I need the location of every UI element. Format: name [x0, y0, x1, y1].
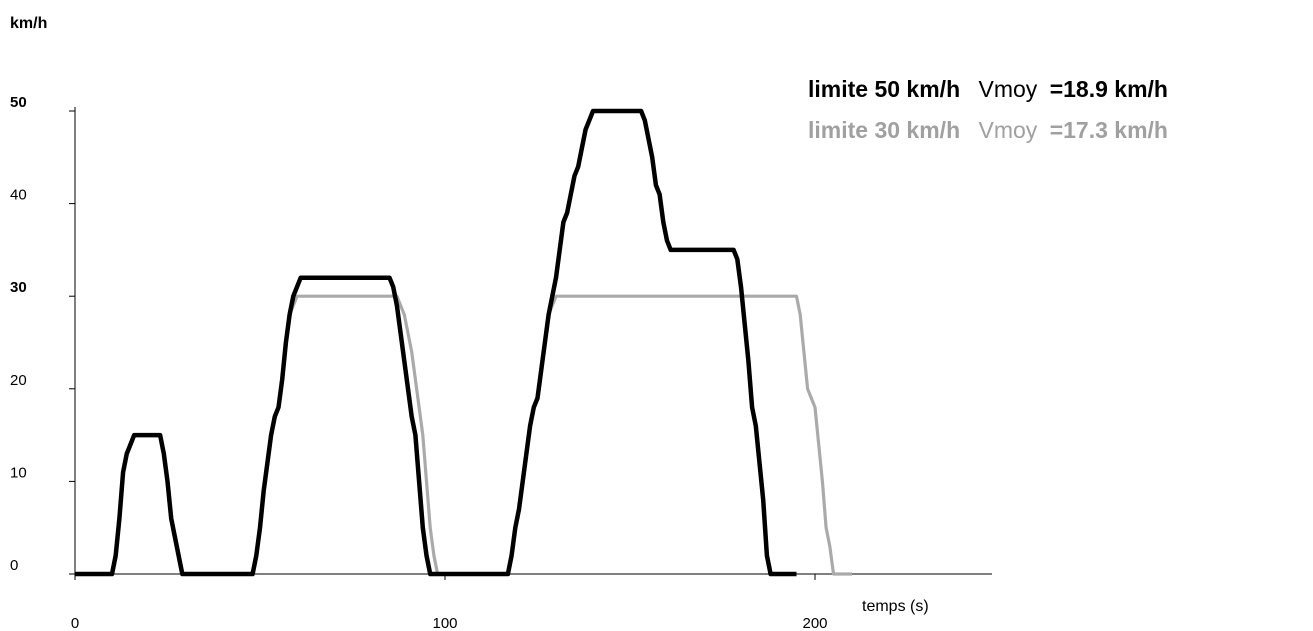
y-axis-title: km/h [10, 15, 47, 32]
y-tick-label: 20 [10, 372, 27, 389]
y-tick-label: 40 [10, 187, 27, 204]
y-tick-label: 10 [10, 464, 27, 481]
x-axis-ticks: 0 100 200 [71, 574, 828, 631]
x-tick-label: 0 [71, 615, 79, 631]
legend-1-vmoy-value: =18.9 km/h [1050, 76, 1168, 102]
legend-entry-1: limite 50 km/h Vmoy =18.9 km/h [808, 76, 1168, 102]
legend-entry-2: limite 30 km/h Vmoy =17.3 km/h [808, 117, 1168, 143]
legend-1-vmoy-label: Vmoy [979, 76, 1038, 102]
legend-1-name: limite 50 km/h [808, 76, 960, 102]
series-lines [75, 108, 852, 577]
x-tick-label: 200 [802, 615, 827, 631]
series-line-limite-50 [75, 108, 797, 577]
y-tick-label: 30 [10, 279, 27, 296]
y-axis-ticks: 0 10 20 30 40 50 [10, 94, 75, 575]
x-axis-title: temps (s) [862, 598, 929, 615]
axes [74, 107, 992, 575]
x-tick-label: 100 [432, 615, 457, 631]
legend-2-vmoy-label: Vmoy [979, 117, 1038, 143]
y-tick-label: 0 [10, 557, 18, 574]
y-tick-label: 50 [10, 94, 27, 111]
series-line-limite-30 [75, 294, 852, 576]
legend-2-vmoy-value: =17.3 km/h [1050, 117, 1168, 143]
legend-2-name: limite 30 km/h [808, 117, 960, 143]
